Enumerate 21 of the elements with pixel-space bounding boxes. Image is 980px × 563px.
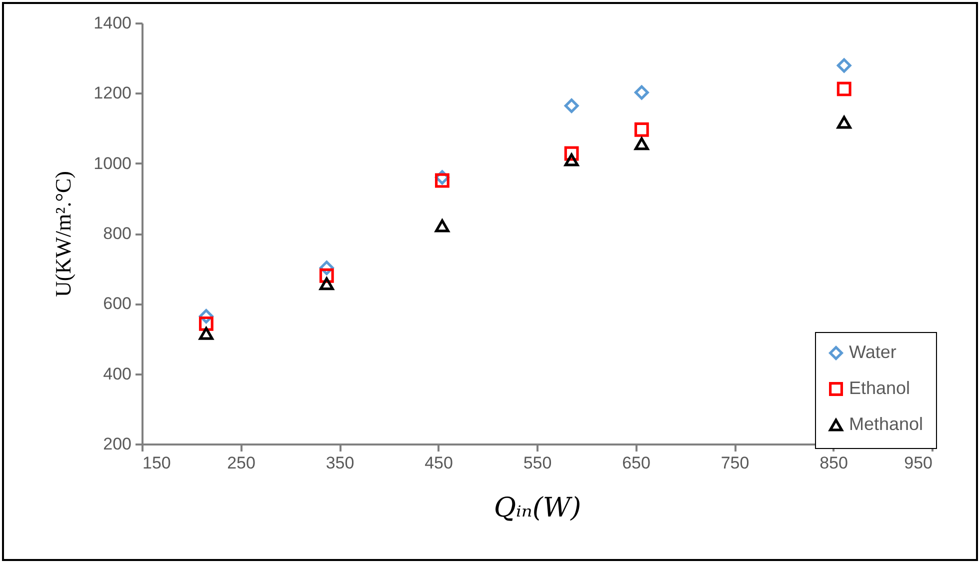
legend-label: Water	[849, 342, 896, 362]
y-axis-title: U(KW/m².°C)	[50, 171, 76, 297]
y-tick-label: 1000	[94, 154, 132, 173]
x-axis-title: Qᵢₙ(W)	[494, 492, 582, 524]
x-tick-label: 750	[720, 454, 750, 472]
x-tick-label: 550	[523, 454, 552, 472]
x-tick-label: 250	[227, 454, 256, 472]
y-tick-label: 800	[103, 224, 132, 243]
y-tick-label: 600	[103, 294, 132, 314]
x-tick-label: 950	[904, 454, 932, 472]
y-tick-label: 1400	[94, 14, 132, 32]
x-tick-label: 150	[142, 454, 171, 472]
x-tick-label: 350	[326, 454, 354, 472]
y-tick-label: 400	[103, 364, 132, 384]
y-tick-label: 200	[103, 434, 132, 454]
y-tick-label: 1200	[94, 84, 132, 103]
legend-label: Ethanol	[849, 378, 910, 398]
x-tick-label: 450	[424, 454, 453, 472]
x-tick-label: 850	[820, 454, 848, 472]
legend-label: Methanol	[849, 414, 924, 434]
x-tick-label: 650	[622, 454, 650, 472]
